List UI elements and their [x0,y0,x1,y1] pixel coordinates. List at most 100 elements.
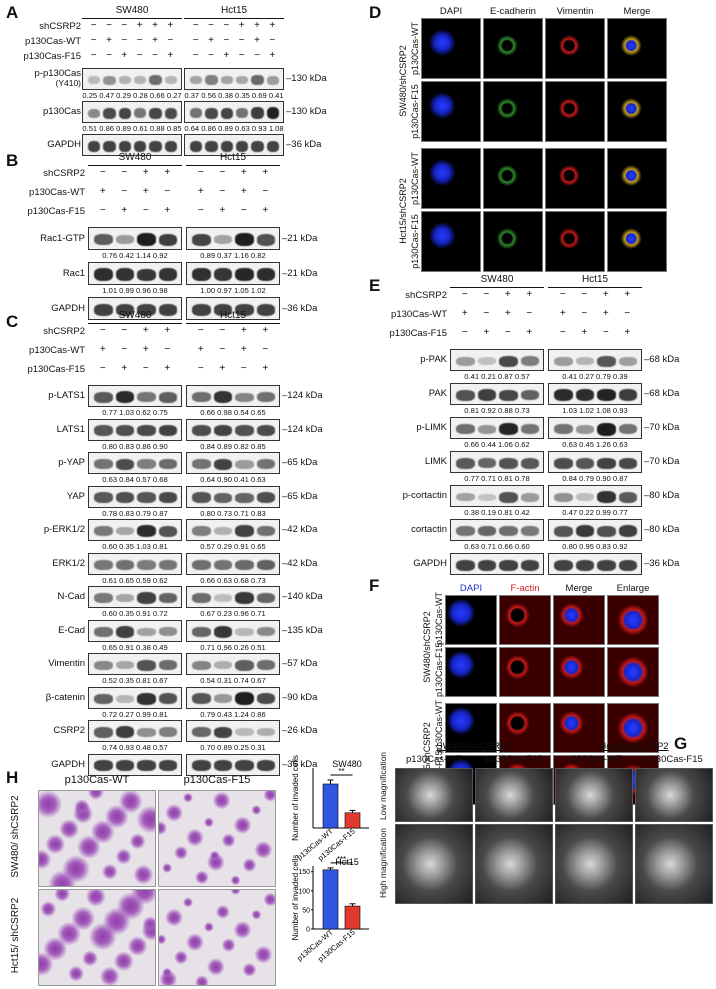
protein-band [235,592,254,604]
protein-band [618,559,637,571]
protein-band [618,424,637,434]
quantification-values: 0.51 0.86 0.89 0.61 0.88 0.85 [82,124,182,133]
protein-band [618,457,637,469]
protein-band [477,357,496,365]
protein-band [235,525,254,537]
blot-membrane [186,485,280,508]
blot-membrane [186,519,280,541]
protein-band [456,424,475,434]
protein-band [597,355,616,367]
protein-band [256,459,275,469]
protein-band [554,492,573,502]
condition-sign: − [106,50,112,61]
quantification-values: 0.76 0.42 1.14 0.92 [102,251,168,260]
protein-band [213,391,232,403]
protein-band [158,233,177,246]
protein-band [235,692,254,705]
protein-band [213,661,232,669]
micrograph [483,81,543,142]
molecular-weight-label: –90 kDa [282,691,318,703]
protein-band [520,424,539,434]
sem-image [475,824,553,904]
condition-sign: + [197,344,204,355]
protein-band [137,268,156,281]
bar [322,783,339,829]
molecular-weight-label: –65 kDa [282,490,318,502]
protein-band [597,559,616,571]
cell-line-underline [82,18,182,19]
condition-sign: − [121,344,128,355]
protein-band [94,234,113,245]
protein-band [575,493,594,501]
protein-band [575,525,594,537]
protein-band [115,303,134,316]
protein-band [137,492,156,503]
condition-sign: − [483,308,490,319]
blot-membrane [548,417,642,439]
protein-band [115,391,134,403]
protein-band [118,107,131,119]
micrograph [445,703,497,753]
condition-sign: + [99,186,106,197]
channel-label: E-cadherin [490,6,536,17]
blot-label: p-LIMK [416,422,447,433]
cell-line-underline [88,323,182,324]
column-label: p130Cas-F15 [485,754,543,765]
blot-membrane [82,134,182,156]
molecular-weight-label: –130 kDa [286,106,327,117]
blot-label: GAPDH [51,758,85,770]
condition-sign: + [164,363,171,374]
micrograph [421,18,481,79]
molecular-weight-label: –124 kDa [282,390,323,401]
condition-sign: − [526,308,533,319]
protein-band [520,559,539,571]
molecular-weight-label: –36 kDa [282,758,318,770]
protein-band [137,559,156,570]
protein-band [190,76,203,84]
condition-label: shCSRP2 [405,290,447,301]
condition-sign: − [192,50,199,61]
protein-band [220,140,233,152]
condition-sign: + [219,205,226,216]
condition-sign: + [602,289,609,300]
condition-sign: + [167,20,174,31]
protein-band [137,525,156,537]
protein-band [213,726,232,738]
protein-band [88,140,101,152]
condition-sign: + [142,167,149,178]
protein-band [94,693,113,704]
condition-sign: + [262,205,269,216]
group-label: Hct15/shCSRP2 [599,741,669,752]
condition-sign: + [142,325,149,336]
condition-sign: + [526,327,533,338]
row-label: p130Cas-F15 [410,84,420,139]
protein-band [192,526,211,536]
protein-band [554,559,573,571]
condition-sign: + [219,363,226,374]
protein-band [554,389,573,401]
condition-sign: − [192,35,199,46]
blot-membrane [88,297,182,320]
condition-sign: − [99,325,106,336]
quantification-values: 0.77 0.71 0.81 0.78 [464,474,530,483]
condition-label: p130Cas-WT [29,187,85,198]
protein-band [520,390,539,400]
condition-sign: − [238,50,245,61]
protein-band [192,693,211,704]
protein-band [235,659,254,671]
bar [344,812,361,829]
condition-sign: − [99,167,106,178]
protein-band [256,693,275,704]
quantification-values: 0.38 0.19 0.81 0.42 [464,508,530,517]
blot-membrane [548,349,642,371]
condition-sign: − [164,186,171,197]
condition-sign: − [262,344,269,355]
protein-band [236,140,249,152]
protein-band [256,559,275,570]
molecular-weight-label: –42 kDa [282,524,318,535]
quantification-values: 0.74 0.93 0.48 0.57 [102,743,168,752]
protein-band [115,268,134,281]
protein-band [158,303,177,316]
micrograph [445,595,497,645]
blot-membrane [88,227,182,250]
